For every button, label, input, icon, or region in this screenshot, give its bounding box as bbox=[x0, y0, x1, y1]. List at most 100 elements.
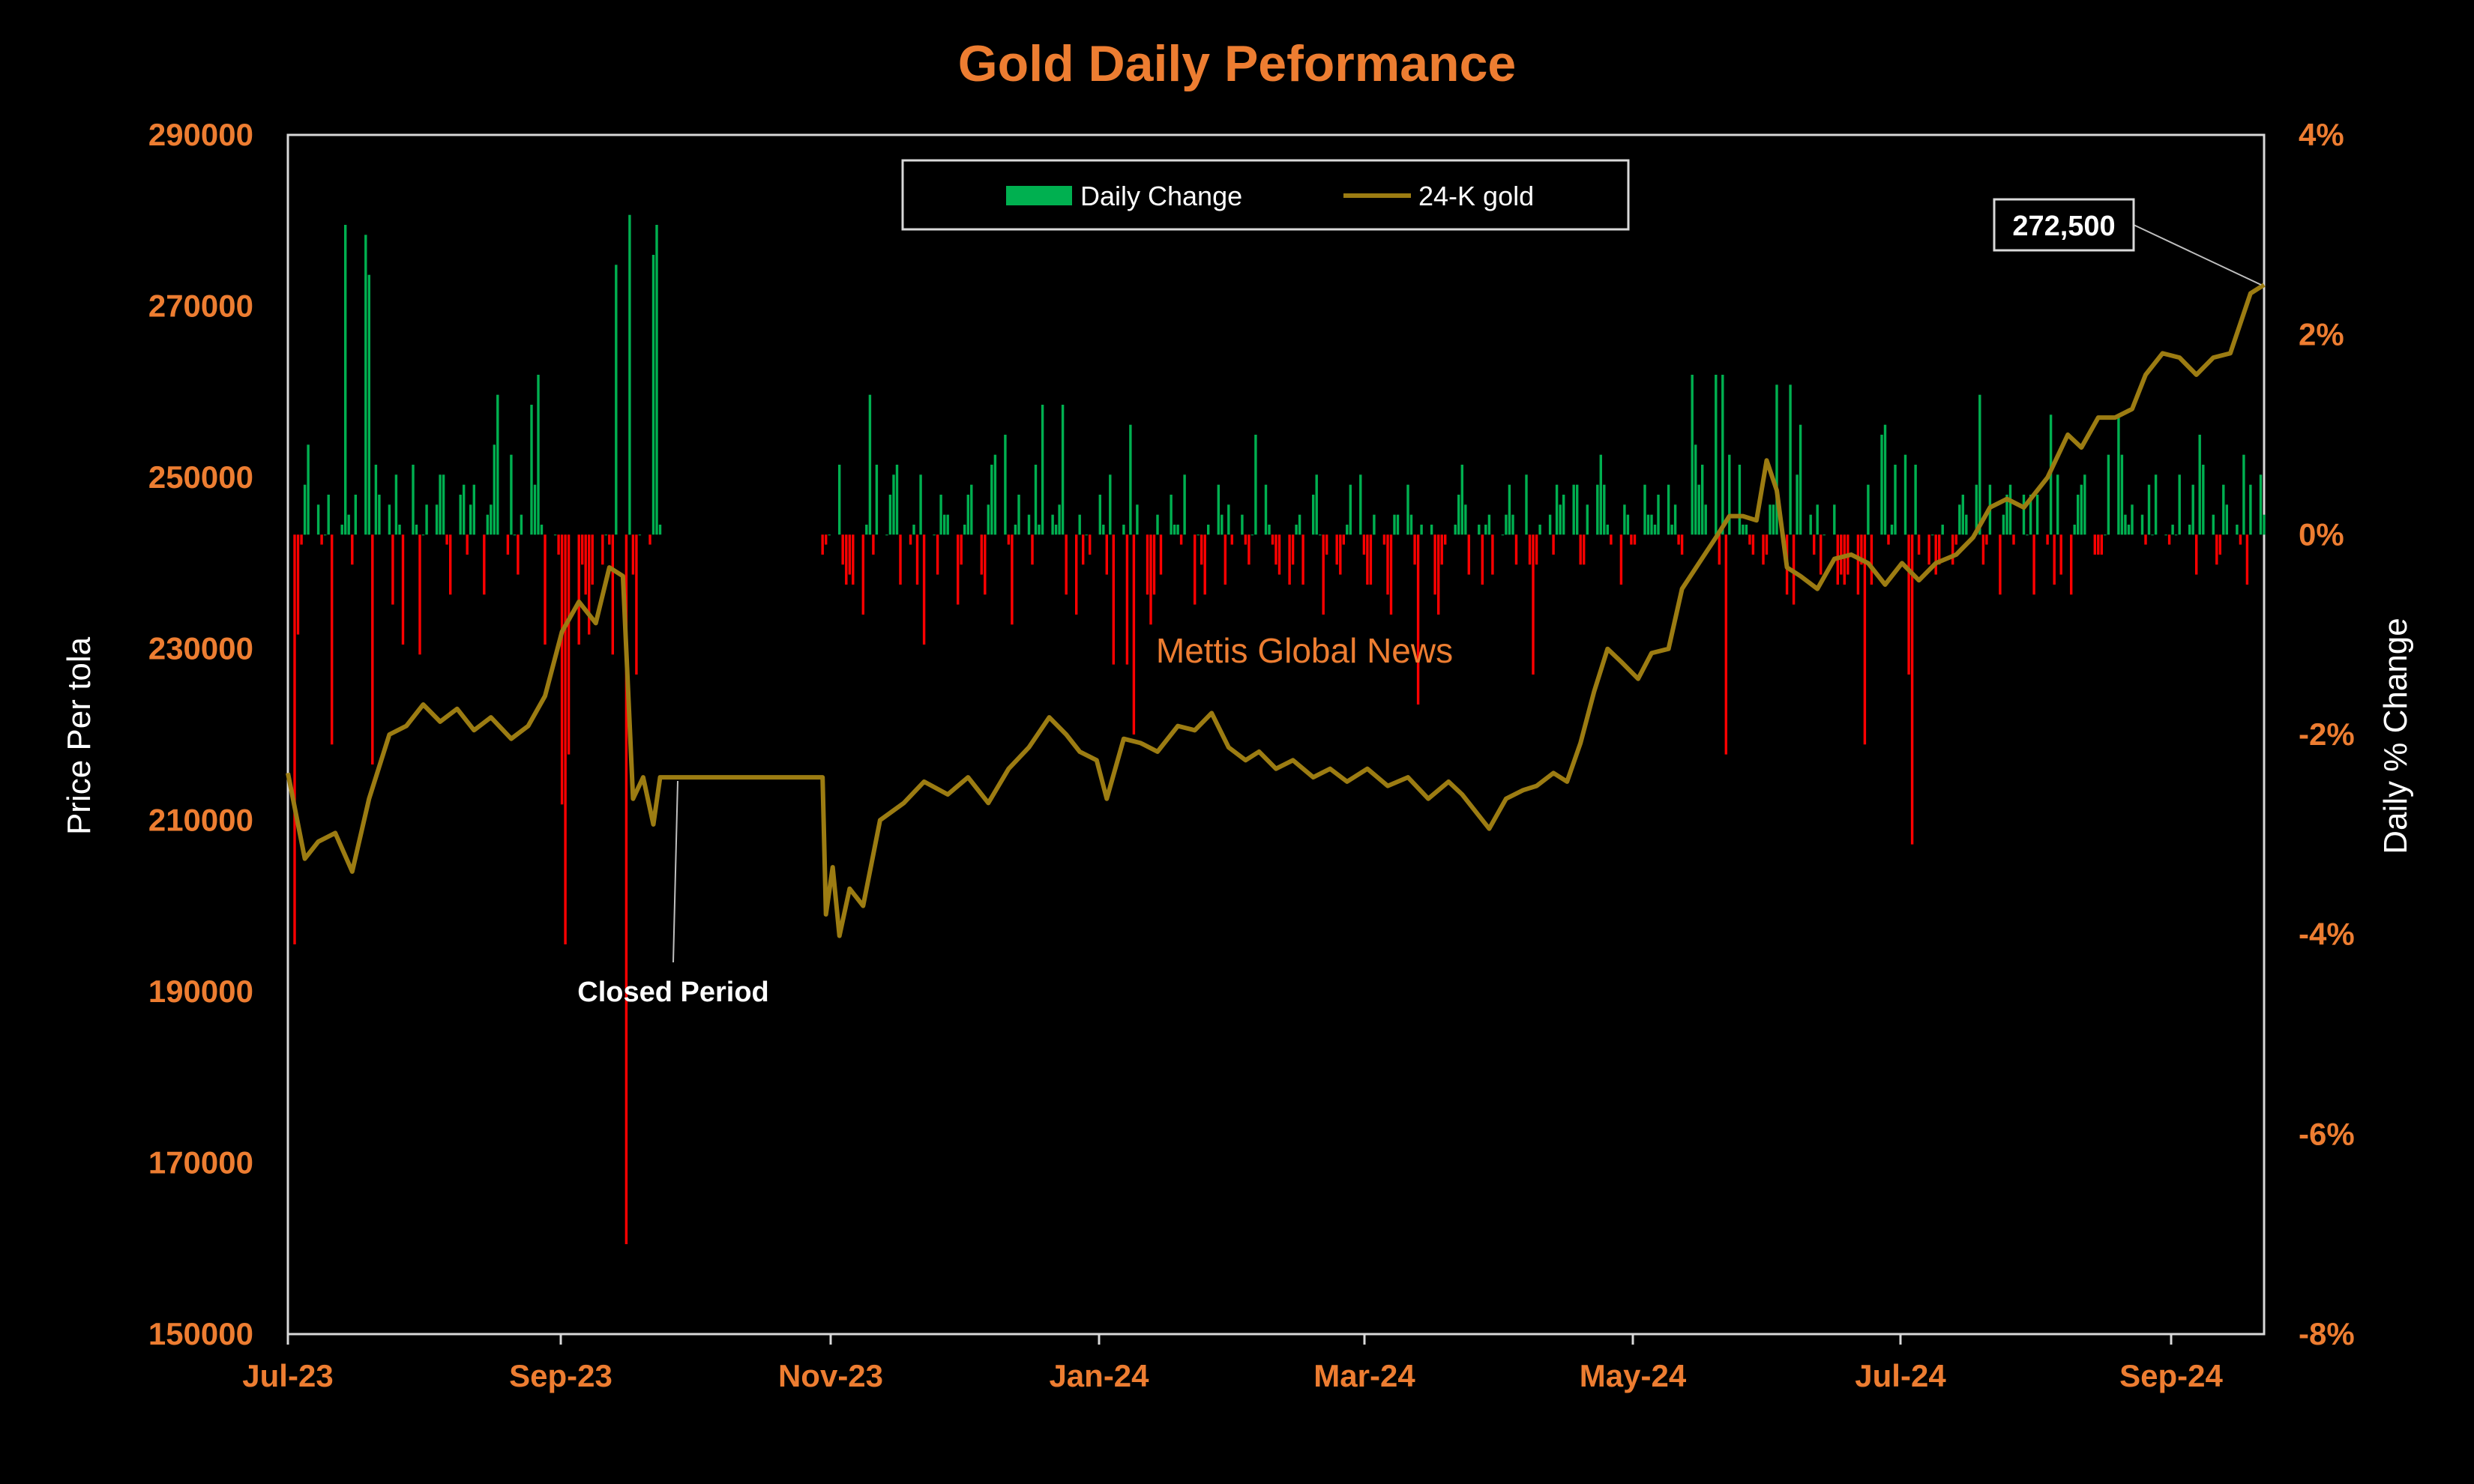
daily-change-bar bbox=[655, 225, 658, 535]
daily-change-bar bbox=[608, 534, 611, 545]
daily-change-bar bbox=[651, 255, 655, 535]
x-tick-label: Jan-24 bbox=[1049, 1358, 1149, 1393]
daily-change-bar bbox=[1075, 534, 1078, 615]
daily-change-bar bbox=[1765, 534, 1769, 555]
daily-change-bar bbox=[1860, 534, 1863, 565]
daily-change-bar bbox=[1254, 435, 1257, 535]
daily-change-bar bbox=[1610, 534, 1613, 545]
daily-change-bar bbox=[1745, 525, 1748, 535]
daily-change-bar bbox=[581, 534, 584, 565]
closed-period-label: Closed Period bbox=[577, 977, 769, 1008]
x-tick-label: Mar-24 bbox=[1313, 1358, 1415, 1393]
daily-change-bar bbox=[371, 534, 374, 764]
daily-change-bar bbox=[2127, 525, 2131, 535]
daily-change-bar bbox=[1224, 534, 1227, 585]
daily-change-bar bbox=[1366, 534, 1369, 585]
daily-change-bar bbox=[2008, 484, 2012, 535]
daily-change-bar bbox=[919, 474, 922, 535]
daily-change-bar bbox=[1985, 534, 1988, 545]
daily-change-bar bbox=[1112, 534, 1115, 665]
daily-change-bar bbox=[364, 235, 367, 535]
daily-change-bar bbox=[537, 375, 540, 535]
daily-change-bar bbox=[394, 474, 398, 535]
daily-change-bar bbox=[327, 495, 330, 535]
daily-change-bar bbox=[604, 534, 607, 536]
daily-change-bar bbox=[1863, 534, 1867, 745]
daily-change-bar bbox=[466, 534, 469, 555]
daily-change-bar bbox=[821, 534, 824, 555]
daily-change-bar bbox=[1007, 534, 1011, 545]
daily-change-bar bbox=[1958, 504, 1961, 535]
daily-change-bar bbox=[1870, 534, 1873, 585]
daily-change-bar bbox=[2005, 495, 2008, 535]
daily-change-bar bbox=[540, 525, 544, 535]
daily-change-bar bbox=[963, 525, 966, 535]
daily-change-bar bbox=[2198, 435, 2201, 535]
daily-change-bar bbox=[885, 534, 888, 536]
watermark-text: Mettis Global News bbox=[1156, 631, 1453, 670]
daily-change-bar bbox=[1680, 534, 1684, 555]
y-right-tick-label: -4% bbox=[2299, 917, 2355, 952]
daily-change-bar bbox=[1576, 484, 1579, 535]
daily-change-bar bbox=[544, 534, 547, 645]
daily-change-bar bbox=[1396, 514, 1400, 535]
legend-label-daily-change: Daily Change bbox=[1080, 181, 1242, 211]
daily-change-bar bbox=[987, 504, 990, 535]
daily-change-bar bbox=[557, 534, 560, 555]
daily-change-bar bbox=[340, 525, 343, 535]
daily-change-bar bbox=[1247, 534, 1250, 565]
x-axis-ticks: Jul-23 Sep-23 Nov-23 Jan-24 Mar-24 May-24 Jul-… bbox=[242, 1334, 2224, 1393]
daily-change-bar bbox=[1322, 534, 1325, 615]
daily-change-bar bbox=[2202, 465, 2205, 535]
daily-change-bar bbox=[1031, 534, 1034, 565]
daily-change-bar bbox=[1089, 534, 1092, 555]
daily-change-bar bbox=[1701, 465, 1704, 535]
daily-change-bar bbox=[933, 534, 936, 536]
daily-change-bar bbox=[1349, 484, 1352, 535]
daily-change-bar bbox=[303, 484, 307, 535]
daily-change-bar bbox=[2012, 534, 2015, 545]
daily-change-bar bbox=[1268, 525, 1271, 535]
daily-change-bar bbox=[1221, 514, 1224, 535]
daily-change-bar bbox=[2083, 474, 2086, 535]
daily-change-bar bbox=[300, 534, 303, 545]
daily-change-bar bbox=[2151, 534, 2154, 536]
daily-change-bar bbox=[1508, 484, 1511, 535]
daily-change-bar bbox=[331, 534, 334, 745]
daily-change-bar bbox=[1816, 504, 1819, 535]
daily-change-bar bbox=[1335, 534, 1338, 565]
daily-change-bar bbox=[2164, 534, 2167, 536]
daily-change-bar bbox=[1125, 534, 1129, 665]
daily-change-bar bbox=[1159, 534, 1163, 575]
right-axis-ticks: 4% 2% 0% -2% -4% -6% -8% bbox=[2299, 117, 2355, 1351]
daily-change-bar bbox=[1065, 534, 1068, 595]
daily-change-bars bbox=[293, 214, 2266, 1244]
y-right-tick-label: 0% bbox=[2299, 516, 2344, 552]
daily-change-bar bbox=[1430, 525, 1433, 535]
daily-change-bar bbox=[615, 265, 618, 535]
daily-change-bar bbox=[1241, 514, 1244, 535]
daily-change-bar bbox=[506, 534, 510, 555]
daily-change-bar bbox=[980, 534, 983, 575]
daily-change-bar bbox=[2222, 484, 2225, 535]
daily-change-bar bbox=[1041, 405, 1044, 535]
daily-change-bar bbox=[1460, 465, 1463, 535]
daily-change-bar bbox=[1277, 534, 1281, 575]
daily-change-bar bbox=[1559, 504, 1562, 535]
daily-change-bar bbox=[2174, 534, 2178, 536]
daily-change-bar bbox=[1170, 495, 1173, 535]
daily-change-bar bbox=[960, 534, 963, 565]
daily-change-bar bbox=[567, 534, 571, 755]
daily-change-bar bbox=[1728, 454, 1731, 535]
daily-change-bar bbox=[1833, 504, 1836, 535]
daily-change-bar bbox=[1129, 424, 1132, 535]
daily-change-bar bbox=[1295, 525, 1298, 535]
daily-change-bar bbox=[2120, 454, 2124, 535]
daily-change-bar bbox=[533, 484, 537, 535]
daily-change-bar bbox=[1416, 534, 1420, 705]
daily-change-bar bbox=[1467, 534, 1470, 575]
closed-period-leader-line bbox=[672, 780, 678, 963]
daily-change-bar bbox=[347, 514, 350, 535]
x-tick-label: Jul-23 bbox=[242, 1358, 333, 1393]
daily-change-bar bbox=[1721, 375, 1724, 535]
